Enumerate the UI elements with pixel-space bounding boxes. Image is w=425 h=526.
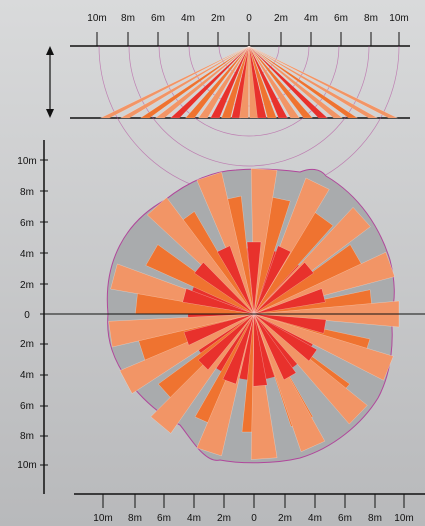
y-label: 0 xyxy=(24,310,30,321)
side-label: 6m xyxy=(334,13,348,24)
y-label: 6m xyxy=(20,218,34,229)
range-arc xyxy=(218,45,280,77)
side-label: 2m xyxy=(274,13,288,24)
x-label: 6m xyxy=(338,513,352,524)
x-label: 6m xyxy=(157,513,171,524)
detection-zone xyxy=(253,262,314,315)
side-beam xyxy=(248,45,300,119)
side-beam xyxy=(248,45,267,119)
side-label: 6m xyxy=(151,13,165,24)
detection-zone xyxy=(183,313,255,346)
detection-zone xyxy=(253,313,368,425)
side-label: 8m xyxy=(364,13,378,24)
detection-zone xyxy=(253,251,395,315)
y-axis-labels: 10m 8m 6m 4m 2m 0 2m 4m 6m 8m 10m xyxy=(17,156,36,471)
y-label: 8m xyxy=(20,187,34,198)
side-beam xyxy=(248,45,358,119)
x-label: 4m xyxy=(308,513,322,524)
side-beam xyxy=(155,45,250,119)
detection-zone xyxy=(253,313,394,381)
bottom-axis-labels: 10m 8m 6m 4m 2m 0 2m 4m 6m 8m 10m xyxy=(93,513,413,524)
side-beam xyxy=(170,45,250,119)
detection-zone xyxy=(147,197,255,315)
x-label: 10m xyxy=(394,513,413,524)
x-label: 2m xyxy=(217,513,231,524)
x-label: 8m xyxy=(128,513,142,524)
side-label: 0 xyxy=(246,13,252,24)
detection-zone xyxy=(253,313,268,387)
side-beam xyxy=(198,45,250,119)
detection-zone xyxy=(216,245,255,315)
y-label: 2m xyxy=(20,280,34,291)
side-axis-labels: 10m 8m 6m 4m 2m 0 2m 4m 6m 8m 10m xyxy=(87,13,408,24)
side-beam xyxy=(185,45,250,119)
y-label: 8m xyxy=(20,431,34,442)
side-beam xyxy=(248,45,379,119)
x-label: 0 xyxy=(251,513,257,524)
detection-zone xyxy=(253,313,318,362)
side-label: 4m xyxy=(181,13,195,24)
x-label: 10m xyxy=(93,513,112,524)
side-beam xyxy=(248,45,288,119)
side-detection-beams xyxy=(100,45,398,119)
side-axis-ticks xyxy=(96,32,400,46)
detection-zone xyxy=(253,245,292,315)
detection-zone xyxy=(253,313,327,334)
top-view: 10m 8m 6m 4m 2m 0 2m 4m 6m 8m 10m 10m 8m… xyxy=(17,140,425,524)
side-beam xyxy=(248,45,328,119)
arrow-head-up xyxy=(46,46,54,55)
side-label: 4m xyxy=(304,13,318,24)
side-beam xyxy=(248,45,313,119)
y-label: 6m xyxy=(20,401,34,412)
side-label: 2m xyxy=(211,13,225,24)
y-label: 2m xyxy=(20,339,34,350)
detection-zone xyxy=(253,313,297,381)
detection-zone xyxy=(253,288,326,315)
detection-zone xyxy=(194,262,255,315)
side-beam xyxy=(239,45,250,119)
x-label: 8m xyxy=(368,513,382,524)
detection-zone xyxy=(222,313,255,385)
side-beam xyxy=(210,45,250,119)
side-beam xyxy=(248,45,277,119)
x-label: 2m xyxy=(278,513,292,524)
y-label: 10m xyxy=(17,156,36,167)
side-label: 10m xyxy=(87,13,106,24)
detection-zone xyxy=(246,241,262,315)
detection-zone xyxy=(182,288,255,315)
side-beam xyxy=(100,45,250,119)
x-label: 4m xyxy=(187,513,201,524)
y-label: 10m xyxy=(17,460,36,471)
side-beam xyxy=(248,45,398,119)
detection-zone xyxy=(119,313,255,394)
side-view: 10m 8m 6m 4m 2m 0 2m 4m 6m 8m 10m xyxy=(46,13,410,197)
side-beam xyxy=(140,45,250,119)
side-beam xyxy=(248,45,343,119)
top-detection-zones xyxy=(108,168,400,460)
detection-zone xyxy=(108,313,255,348)
arrow-head-down xyxy=(46,109,54,118)
top-axis-ticks xyxy=(40,159,405,508)
side-beam xyxy=(119,45,250,119)
side-beam xyxy=(221,45,250,119)
y-label: 4m xyxy=(20,249,34,260)
side-label: 10m xyxy=(389,13,408,24)
side-label: 8m xyxy=(121,13,135,24)
detection-zone xyxy=(197,313,255,371)
y-label: 4m xyxy=(20,370,34,381)
